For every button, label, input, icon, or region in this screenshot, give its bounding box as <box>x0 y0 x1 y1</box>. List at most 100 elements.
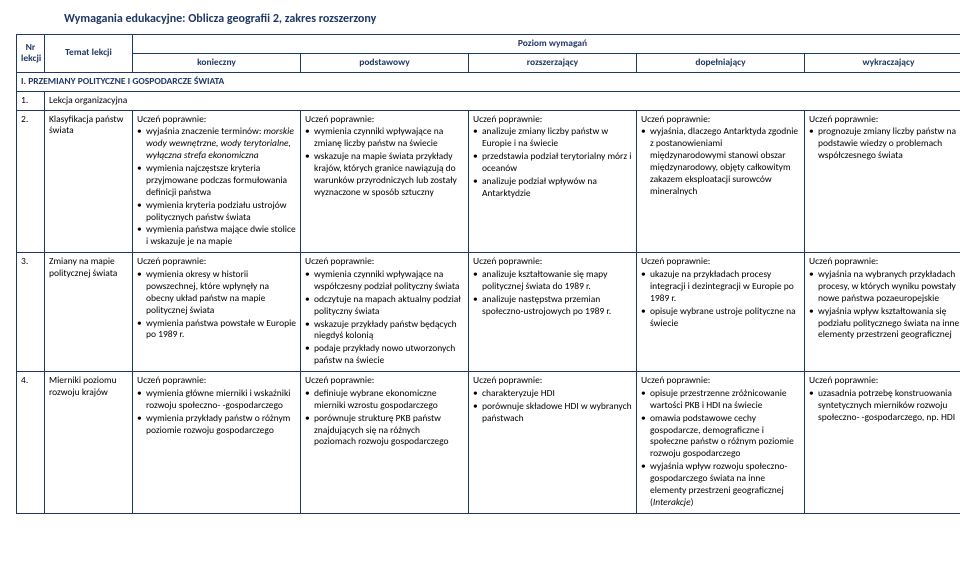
student-label: Uczeń poprawnie: <box>809 256 960 268</box>
cell-topic: Zmiany na mapie politycznej świata <box>45 253 133 372</box>
header-nr: Nr lekcji <box>17 35 45 73</box>
header-l1: konieczny <box>133 53 301 72</box>
cell-l5: Uczeń poprawnie:uzasadnia potrzebę konst… <box>805 372 960 514</box>
cell-topic: Mierniki poziomu rozwoju krajów <box>45 372 133 514</box>
bullet-list: analizuje zmiany liczby państw w Europie… <box>473 126 632 199</box>
student-label: Uczeń poprawnie: <box>137 114 296 126</box>
cell-l4: Uczeń poprawnie:wyjaśnia, dlaczego Antar… <box>637 110 805 253</box>
list-item: uzasadnia potrzebę konstruowania syntety… <box>809 388 960 424</box>
bullet-list: charakteryzuje HDIporównuje składowe HDI… <box>473 388 632 425</box>
cell-l2: Uczeń poprawnie:wymienia czynniki wpływa… <box>301 253 469 372</box>
list-item: przedstawia podział terytorialny mórz i … <box>473 151 632 175</box>
list-item: wymienia najczęstsze kryteria przyjmowan… <box>137 163 296 199</box>
cell-l4: Uczeń poprawnie:ukazuje na przykładach p… <box>637 253 805 372</box>
bullet-list: wymienia czynniki wpływające na zmianę l… <box>305 126 464 198</box>
cell-l2: Uczeń poprawnie:wymienia czynniki wpływa… <box>301 110 469 253</box>
cell-l1: Uczeń poprawnie:wyjaśnia znaczenie termi… <box>133 110 301 253</box>
student-label: Uczeń poprawnie: <box>473 375 632 387</box>
list-item: porównuje składowe HDI w wybranych państ… <box>473 401 632 425</box>
student-label: Uczeń poprawnie: <box>305 114 464 126</box>
list-item: wymienia główne mierniki i wskaźniki roz… <box>137 388 296 412</box>
student-label: Uczeń poprawnie: <box>473 256 632 268</box>
list-item: wyjaśnia znaczenie terminów: morskie wod… <box>137 126 296 162</box>
header-level-title: Poziom wymagań <box>133 35 960 54</box>
header-l2: podstawowy <box>301 53 469 72</box>
cell-nr: 4. <box>17 372 45 514</box>
bullet-list: definiuje wybrane ekonomiczne mierniki w… <box>305 388 464 448</box>
section-title: I. PRZEMIANY POLITYCZNE I GOSPODARCZE ŚW… <box>17 72 960 91</box>
list-item: wyjaśnia na wybranych przykładach proces… <box>809 269 960 305</box>
list-item: porównuje strukturę PKB państw znajdując… <box>305 413 464 449</box>
bullet-list: wymienia okresy w historii powszechnej, … <box>137 269 296 341</box>
list-item: analizuje kształtowanie się mapy polityc… <box>473 269 632 293</box>
header-l5: wykraczający <box>805 53 960 72</box>
document-title: Wymagania edukacyjne: Oblicza geografii … <box>16 12 944 26</box>
list-item: definiuje wybrane ekonomiczne mierniki w… <box>305 388 464 412</box>
student-label: Uczeń poprawnie: <box>809 375 960 387</box>
list-item: wyjaśnia, dlaczego Antarktyda zgodnie z … <box>641 126 800 197</box>
list-item: prognozuje zmiany liczby państw na podst… <box>809 126 960 162</box>
bullet-list: wyjaśnia znaczenie terminów: morskie wod… <box>137 126 296 248</box>
student-label: Uczeń poprawnie: <box>641 375 800 387</box>
header-l3: rozszerzający <box>469 53 637 72</box>
student-label: Uczeń poprawnie: <box>641 256 800 268</box>
cell-l1: Uczeń poprawnie:wymienia główne mierniki… <box>133 372 301 514</box>
header-topic: Temat lekcji <box>45 35 133 73</box>
student-label: Uczeń poprawnie: <box>809 114 960 126</box>
table-row: 1. Lekcja organizacyjna <box>17 91 960 110</box>
cell-topic: Lekcja organizacyjna <box>45 91 960 110</box>
list-item: analizuje podział wpływów na Antarktydzi… <box>473 176 632 200</box>
cell-l5: Uczeń poprawnie:prognozuje zmiany liczby… <box>805 110 960 253</box>
list-item: wskazuje na mapie świata przykłady krajó… <box>305 151 464 199</box>
cell-nr: 1. <box>17 91 45 110</box>
list-item: wyjaśnia wpływ rozwoju społeczno-gospoda… <box>641 461 800 509</box>
cell-nr: 3. <box>17 253 45 372</box>
list-item: opisuje wybrane ustroje polityczne na św… <box>641 306 800 330</box>
bullet-list: uzasadnia potrzebę konstruowania syntety… <box>809 388 960 424</box>
list-item: wymienia państwa mające dwie stolice i w… <box>137 224 296 248</box>
student-label: Uczeń poprawnie: <box>137 375 296 387</box>
list-item: analizuje zmiany liczby państw w Europie… <box>473 126 632 150</box>
cell-l4: Uczeń poprawnie:opisuje przestrzenne zró… <box>637 372 805 514</box>
list-item: omawia podstawowe cechy gospodarcze, dem… <box>641 413 800 461</box>
bullet-list: wyjaśnia na wybranych przykładach proces… <box>809 269 960 341</box>
table-row: 3.Zmiany na mapie politycznej świataUcze… <box>17 253 960 372</box>
list-item: podaje przykłady nowo utworzonych państw… <box>305 343 464 367</box>
bullet-list: wymienia główne mierniki i wskaźniki roz… <box>137 388 296 437</box>
list-item: wskazuje przykłady państw będących niegd… <box>305 319 464 343</box>
bullet-list: prognozuje zmiany liczby państw na podst… <box>809 126 960 162</box>
section-row: I. PRZEMIANY POLITYCZNE I GOSPODARCZE ŚW… <box>17 72 960 91</box>
cell-topic: Klasyfikacja państw świata <box>45 110 133 253</box>
list-item: wymienia przykłady państw o różnym pozio… <box>137 413 296 437</box>
list-item: odczytuje na mapach aktualny podział pol… <box>305 294 464 318</box>
list-item: wymienia państwa powstałe w Europie po 1… <box>137 318 296 342</box>
cell-l5: Uczeń poprawnie:wyjaśnia na wybranych pr… <box>805 253 960 372</box>
student-label: Uczeń poprawnie: <box>473 114 632 126</box>
student-label: Uczeń poprawnie: <box>305 256 464 268</box>
student-label: Uczeń poprawnie: <box>305 375 464 387</box>
bullet-list: analizuje kształtowanie się mapy polityc… <box>473 269 632 318</box>
header-l4: dopełniający <box>637 53 805 72</box>
bullet-list: opisuje przestrzenne zróżnicowanie warto… <box>641 388 800 509</box>
cell-l1: Uczeń poprawnie:wymienia okresy w histor… <box>133 253 301 372</box>
cell-l3: Uczeń poprawnie:analizuje kształtowanie … <box>469 253 637 372</box>
list-item: wymienia czynniki wpływające na współcze… <box>305 269 464 293</box>
cell-nr: 2. <box>17 110 45 253</box>
list-item: charakteryzuje HDI <box>473 388 632 400</box>
list-item: wymienia kryteria podziału ustrojów poli… <box>137 200 296 224</box>
cell-l3: Uczeń poprawnie:charakteryzuje HDIporówn… <box>469 372 637 514</box>
bullet-list: wyjaśnia, dlaczego Antarktyda zgodnie z … <box>641 126 800 197</box>
list-item: wymienia czynniki wpływające na zmianę l… <box>305 126 464 150</box>
cell-l2: Uczeń poprawnie:definiuje wybrane ekonom… <box>301 372 469 514</box>
requirements-table: Nr lekcji Temat lekcji Poziom wymagań ko… <box>16 34 960 514</box>
list-item: wymienia okresy w historii powszechnej, … <box>137 269 296 317</box>
cell-l3: Uczeń poprawnie:analizuje zmiany liczby … <box>469 110 637 253</box>
list-item: opisuje przestrzenne zróżnicowanie warto… <box>641 388 800 412</box>
list-item: ukazuje na przykładach procesy integracj… <box>641 269 800 305</box>
student-label: Uczeń poprawnie: <box>641 114 800 126</box>
bullet-list: wymienia czynniki wpływające na współcze… <box>305 269 464 367</box>
table-row: 2.Klasyfikacja państw świataUczeń popraw… <box>17 110 960 253</box>
bullet-list: ukazuje na przykładach procesy integracj… <box>641 269 800 329</box>
table-row: 4.Mierniki poziomu rozwoju krajówUczeń p… <box>17 372 960 514</box>
list-item: wyjaśnia wpływ kształtowania się podział… <box>809 306 960 342</box>
